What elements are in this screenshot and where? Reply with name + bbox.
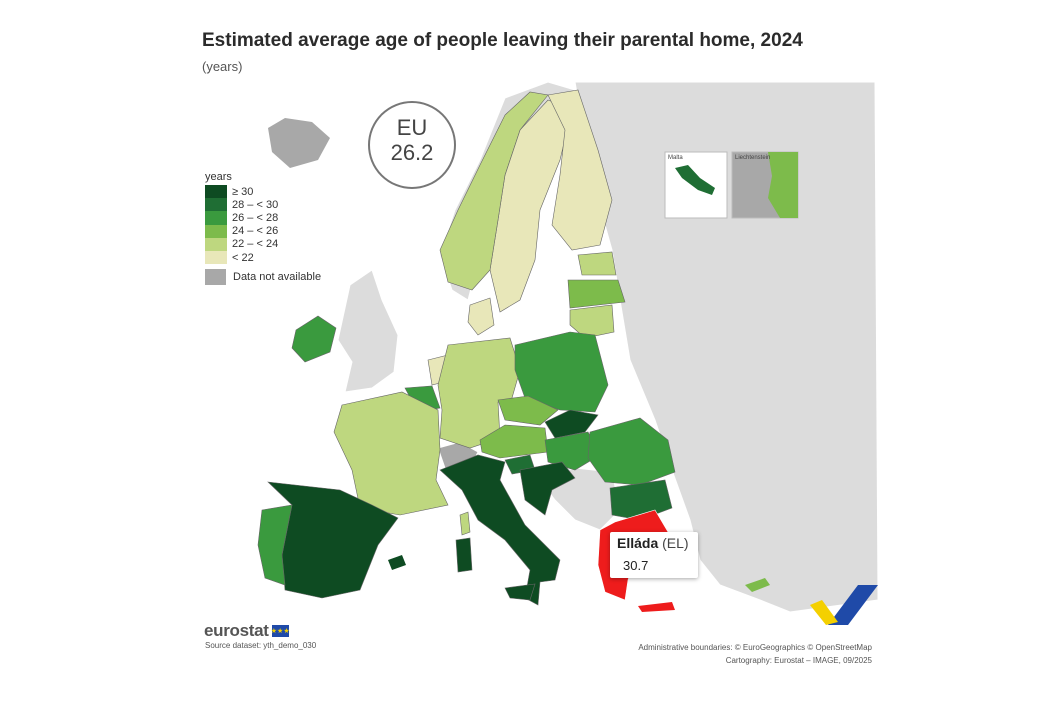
region-denmark <box>467 297 495 336</box>
region-latvia <box>567 279 626 309</box>
region-portugal <box>257 504 293 586</box>
legend-row: 24 – < 26 <box>205 224 321 238</box>
eu-badge-label: EU <box>396 115 428 140</box>
legend-row-not-available: Data not available <box>205 269 322 286</box>
iceland-landmass <box>268 118 330 168</box>
legend-swatch <box>205 250 227 265</box>
legend-row: ≥ 30 <box>205 185 321 199</box>
region-romania <box>587 417 676 486</box>
map-title: Estimated average age of people leaving … <box>202 30 803 51</box>
uk-landmass <box>337 269 399 393</box>
region-croatia <box>519 461 576 516</box>
tooltip-value: 30.7 <box>623 558 649 573</box>
region-finland <box>547 89 613 251</box>
legend-label: ≥ 30 <box>232 185 254 198</box>
credits-boundaries: Administrative boundaries: © EuroGeograp… <box>638 643 872 652</box>
legend-swatch-not-available <box>205 269 226 286</box>
legend-swatch <box>205 198 227 212</box>
source-dataset: Source dataset: yth_demo_030 <box>205 641 317 650</box>
legend-row: 26 – < 28 <box>205 211 321 225</box>
region-italy <box>439 454 561 606</box>
eurostat-logo: eurostat ★★★ <box>204 621 290 640</box>
region-lithuania <box>569 304 615 339</box>
inset-label-liechtenstein: Liechtenstein <box>735 155 771 161</box>
region-corsica <box>459 511 471 536</box>
region-estonia <box>577 251 617 276</box>
legend-label: 24 – < 26 <box>232 225 279 238</box>
legend-swatch <box>205 185 227 199</box>
region-poland <box>514 331 609 413</box>
region-slovakia <box>544 409 599 439</box>
region-norway <box>439 91 549 291</box>
eu-flag-icon: ★★★ <box>271 625 290 637</box>
legend-label: 22 – < 24 <box>232 238 279 251</box>
legend-label: < 22 <box>232 251 254 264</box>
eurostat-wordmark: eurostat <box>204 621 269 640</box>
legend: years ≥ 30 28 – < 30 26 – < 28 24 – < 26 22 … <box>205 171 322 286</box>
corner-mark-accent <box>810 600 838 625</box>
legend-swatch <box>205 224 227 238</box>
map-subtitle: (years) <box>202 59 243 74</box>
eu-average-badge: EU 26.2 <box>368 101 456 189</box>
legend-label: 28 – < 30 <box>232 198 279 211</box>
region-ireland <box>291 315 337 363</box>
region-czechia <box>497 395 559 426</box>
region-sicily <box>504 583 536 601</box>
map-credits: Administrative boundaries: © EuroGeograp… <box>638 641 872 667</box>
region-tooltip: Elláda (EL) 30.7 <box>610 532 698 578</box>
region-cyprus <box>745 578 770 592</box>
region-hungary <box>544 431 601 471</box>
eu-badge-value: 26.2 <box>390 140 434 165</box>
legend-title: years <box>205 171 232 183</box>
inset-malta <box>664 151 728 219</box>
legend-row: 22 – < 24 <box>205 237 321 251</box>
legend-label-not-available: Data not available <box>233 271 322 284</box>
legend-row: 28 – < 30 <box>205 198 321 212</box>
region-france <box>333 391 449 516</box>
malta-shape <box>675 165 715 195</box>
region-sardinia <box>455 537 473 573</box>
legend-swatch <box>205 211 227 225</box>
liechtenstein-shape <box>768 152 798 218</box>
legend-row: < 22 <box>205 250 321 265</box>
region-balearics <box>388 555 406 570</box>
inset-label-malta: Malta <box>668 155 683 161</box>
legend-label: 26 – < 28 <box>232 211 279 224</box>
region-crete-highlighted[interactable] <box>638 602 675 612</box>
corner-mark <box>828 585 878 625</box>
tooltip-region-name: Elláda <box>617 535 659 551</box>
legend-swatch <box>205 237 227 251</box>
credits-cartography: Cartography: Eurostat – IMAGE, 09/2025 <box>725 656 872 665</box>
tooltip-region-code: (EL) <box>662 535 689 551</box>
